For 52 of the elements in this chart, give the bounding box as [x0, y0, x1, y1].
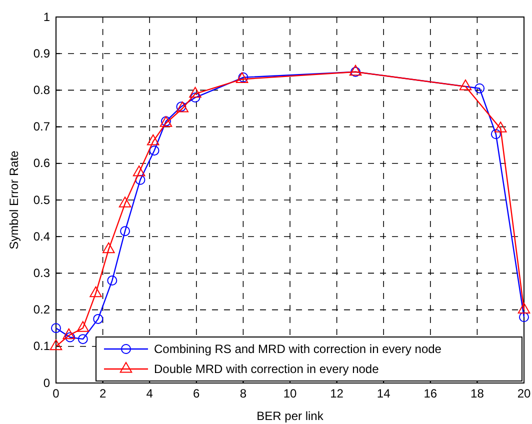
point [78, 334, 88, 344]
x-tick-label: 12 [330, 386, 344, 401]
x-tick-label: 16 [424, 386, 438, 401]
point [93, 314, 104, 324]
point [189, 86, 202, 98]
x-tick-label: 20 [517, 386, 531, 401]
point [51, 323, 61, 334]
point [90, 286, 102, 298]
point [102, 242, 115, 254]
y-tick-label: 0.1 [33, 339, 50, 354]
y-tick-label: 0.5 [33, 192, 50, 207]
x-tick-label: 4 [146, 386, 154, 401]
x-tick-label: 8 [240, 386, 247, 401]
x-tick-label: 6 [193, 386, 200, 401]
point [118, 196, 132, 208]
point [76, 321, 90, 332]
point [490, 129, 501, 140]
x-axis-title: BER per link [256, 409, 324, 423]
point [519, 312, 529, 322]
y-tick-label: 0.8 [33, 83, 50, 98]
y-tick-label: 0.9 [33, 46, 50, 60]
point [236, 72, 248, 83]
point [238, 72, 248, 82]
x-tick-label: 2 [99, 386, 106, 401]
y-tick-label: 0.3 [33, 266, 50, 280]
point [120, 226, 130, 236]
y-tick-label: 0.7 [33, 120, 50, 134]
y-tick-label: 0.2 [33, 302, 50, 317]
x-tick-label: 0 [52, 386, 60, 401]
point [132, 166, 146, 176]
x-tick-label: 14 [376, 386, 391, 401]
x-tick-label: 18 [470, 386, 484, 401]
legend-label: Combining RS and MRD with correction in every node [154, 342, 442, 356]
y-tick-label: 1 [43, 10, 50, 24]
y-tick-label: 0 [43, 376, 50, 390]
point [474, 83, 485, 94]
point [190, 92, 200, 103]
point [494, 122, 507, 132]
point [107, 276, 118, 286]
x-tick-label: 10 [283, 386, 297, 401]
y-tick-label: 0.6 [33, 156, 50, 170]
point [149, 146, 160, 156]
point [62, 328, 76, 340]
point [50, 339, 62, 350]
point [518, 302, 530, 314]
point [146, 134, 160, 146]
y-tick-label: 0.4 [33, 229, 50, 244]
point [65, 332, 76, 342]
point [459, 80, 472, 90]
y-axis-title: Symbol Error Rate [7, 150, 21, 250]
legend-label: Double MRD with correction in every node [154, 362, 380, 376]
point [135, 174, 146, 185]
